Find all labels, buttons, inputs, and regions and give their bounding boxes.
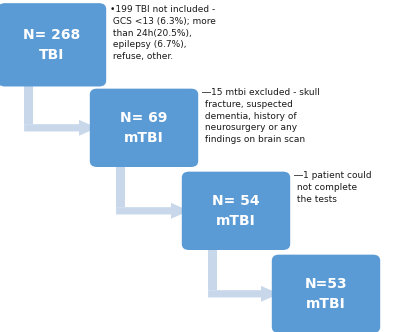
Polygon shape <box>208 286 279 302</box>
Polygon shape <box>208 244 217 290</box>
Text: N= 54
mTBI: N= 54 mTBI <box>212 194 260 227</box>
FancyBboxPatch shape <box>90 89 198 167</box>
Polygon shape <box>24 81 33 124</box>
Polygon shape <box>116 203 189 219</box>
Text: N= 268
TBI: N= 268 TBI <box>23 28 81 61</box>
FancyBboxPatch shape <box>272 255 380 332</box>
Polygon shape <box>24 120 97 136</box>
FancyBboxPatch shape <box>0 3 106 87</box>
Text: N= 69
mTBI: N= 69 mTBI <box>120 111 168 144</box>
Text: ―15 mtbi excluded - skull
 fracture, suspected
 dementia, history of
 neurosurge: ―15 mtbi excluded - skull fracture, susp… <box>202 88 320 144</box>
Polygon shape <box>116 161 125 207</box>
Text: N=53
mTBI: N=53 mTBI <box>305 277 347 310</box>
FancyBboxPatch shape <box>182 172 290 250</box>
Text: ―1 patient could
 not complete
 the tests: ―1 patient could not complete the tests <box>294 171 372 204</box>
Text: •199 TBI not included -
 GCS <13 (6.3%); more
 than 24h(20.5%),
 epilepsy (6.7%): •199 TBI not included - GCS <13 (6.3%); … <box>110 5 216 61</box>
